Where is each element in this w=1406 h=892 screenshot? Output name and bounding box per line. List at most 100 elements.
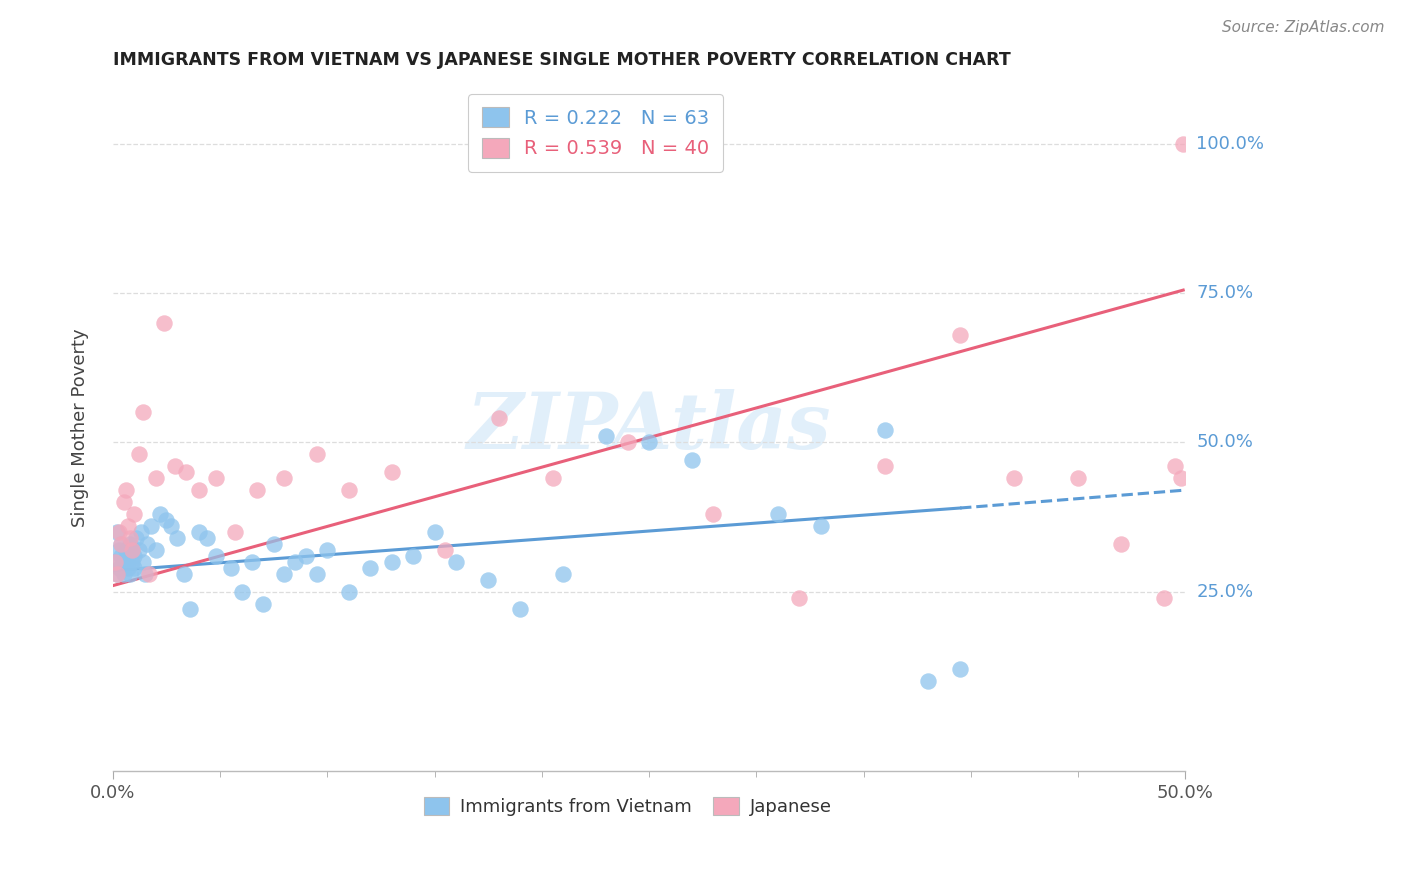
Point — [873, 424, 896, 438]
Point — [104, 555, 127, 569]
Point — [949, 327, 972, 342]
Point — [121, 542, 143, 557]
Point — [204, 471, 226, 485]
Point — [359, 560, 381, 574]
Point — [187, 483, 209, 497]
Point — [1170, 471, 1192, 485]
Point — [541, 471, 564, 485]
Point — [273, 566, 295, 581]
Point — [337, 483, 360, 497]
Point — [128, 542, 150, 557]
Point — [112, 566, 135, 581]
Point — [129, 524, 152, 539]
Point — [381, 465, 404, 479]
Point — [124, 507, 146, 521]
Text: ZIPAtlas: ZIPAtlas — [467, 389, 831, 466]
Point — [108, 560, 131, 574]
Point — [337, 584, 360, 599]
Text: 25.0%: 25.0% — [1197, 582, 1254, 600]
Point — [155, 513, 177, 527]
Point — [477, 573, 499, 587]
Point — [219, 560, 242, 574]
Point — [104, 555, 127, 569]
Point — [434, 542, 457, 557]
Point — [118, 566, 141, 581]
Point — [114, 483, 136, 497]
Point — [105, 566, 128, 581]
Point — [145, 471, 167, 485]
Point — [1002, 471, 1025, 485]
Text: 100.0%: 100.0% — [1197, 135, 1264, 153]
Point — [132, 405, 155, 419]
Point — [105, 524, 128, 539]
Point — [204, 549, 226, 563]
Point — [105, 566, 128, 581]
Point — [284, 555, 307, 569]
Point — [124, 549, 146, 563]
Point — [224, 524, 246, 539]
Point — [917, 674, 939, 689]
Point — [787, 591, 810, 605]
Point — [118, 531, 141, 545]
Point — [252, 597, 274, 611]
Point — [595, 429, 617, 443]
Point — [195, 531, 218, 545]
Point — [509, 602, 531, 616]
Point — [187, 524, 209, 539]
Point — [110, 537, 132, 551]
Point — [112, 555, 135, 569]
Point — [702, 507, 724, 521]
Point — [114, 555, 136, 569]
Y-axis label: Single Mother Poverty: Single Mother Poverty — [72, 328, 89, 526]
Point — [149, 507, 172, 521]
Point — [153, 316, 176, 330]
Point — [1153, 591, 1175, 605]
Point — [125, 531, 148, 545]
Point — [165, 459, 187, 474]
Point — [1173, 136, 1195, 151]
Legend: Immigrants from Vietnam, Japanese: Immigrants from Vietnam, Japanese — [416, 789, 839, 823]
Point — [112, 495, 135, 509]
Point — [117, 560, 139, 574]
Point — [231, 584, 253, 599]
Point — [166, 531, 188, 545]
Point — [616, 435, 638, 450]
Point — [108, 542, 131, 557]
Point — [132, 555, 155, 569]
Point — [316, 542, 339, 557]
Point — [423, 524, 446, 539]
Point — [159, 519, 181, 533]
Point — [117, 519, 139, 533]
Text: 75.0%: 75.0% — [1197, 284, 1254, 302]
Point — [245, 483, 267, 497]
Point — [141, 519, 163, 533]
Point — [873, 459, 896, 474]
Point — [173, 566, 195, 581]
Point — [145, 542, 167, 557]
Point — [1109, 537, 1132, 551]
Point — [305, 566, 328, 581]
Point — [128, 447, 150, 461]
Point — [444, 555, 467, 569]
Point — [118, 537, 141, 551]
Point — [110, 537, 132, 551]
Point — [488, 411, 510, 425]
Point — [134, 566, 156, 581]
Text: IMMIGRANTS FROM VIETNAM VS JAPANESE SINGLE MOTHER POVERTY CORRELATION CHART: IMMIGRANTS FROM VIETNAM VS JAPANESE SING… — [112, 51, 1011, 69]
Point — [263, 537, 285, 551]
Point — [766, 507, 789, 521]
Point — [402, 549, 425, 563]
Point — [810, 519, 832, 533]
Point — [1163, 459, 1185, 474]
Point — [121, 542, 143, 557]
Point — [638, 435, 661, 450]
Point — [179, 602, 201, 616]
Point — [110, 549, 132, 563]
Point — [381, 555, 404, 569]
Text: 50.0%: 50.0% — [1197, 434, 1253, 451]
Point — [273, 471, 295, 485]
Point — [108, 524, 131, 539]
Point — [1067, 471, 1090, 485]
Point — [124, 560, 146, 574]
Point — [949, 662, 972, 676]
